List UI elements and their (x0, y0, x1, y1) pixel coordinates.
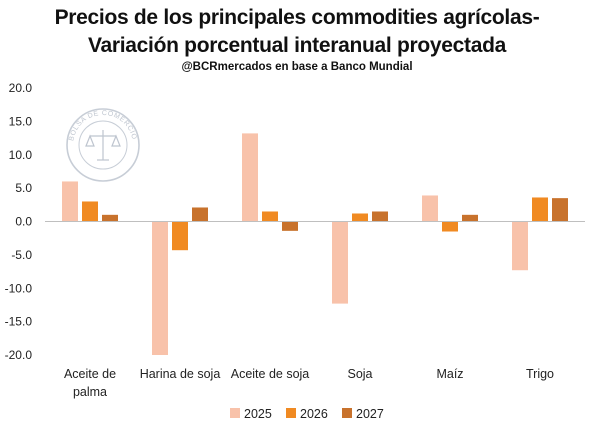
legend-swatch-2026 (286, 408, 296, 418)
category-label: Trigo (526, 367, 554, 381)
bar-2027 (462, 214, 478, 222)
legend: 2025 2026 2027 (230, 407, 384, 421)
bar-2027 (282, 221, 298, 231)
legend-label-2027: 2027 (356, 407, 384, 421)
bar-2025 (422, 195, 438, 222)
y-tick-label: 20.0 (9, 81, 33, 95)
y-tick-label: 0.0 (15, 215, 32, 229)
scales-icon (85, 130, 121, 161)
legend-swatch-2025 (230, 408, 240, 418)
bar-2026 (442, 221, 458, 232)
chart-title-line-2: Variación porcentual interanual proyecta… (87, 34, 507, 57)
legend-label-2025: 2025 (244, 407, 272, 421)
category-label: palma (73, 385, 107, 399)
y-axis: 20.0 15.0 10.0 5.0 0.0 -5.0 -10.0 -15.0 -20.0 (5, 81, 33, 362)
x-axis-labels: Aceite de palma Harina de soja Aceite de so… (64, 367, 554, 399)
bar-2027 (102, 214, 118, 222)
category-label: Maíz (436, 367, 463, 381)
bar-2027 (552, 198, 568, 222)
bar-2025 (512, 221, 528, 271)
bar-2026 (352, 213, 368, 222)
bar-2026 (172, 221, 188, 251)
bar-2027 (192, 207, 208, 222)
category-label: Harina de soja (140, 367, 221, 381)
bar-2026 (532, 197, 548, 222)
y-tick-label: -5.0 (11, 248, 32, 262)
y-tick-label: -10.0 (5, 281, 33, 295)
bar-2026 (82, 201, 98, 222)
bar-2025 (332, 221, 348, 304)
y-tick-label: 10.0 (9, 148, 33, 162)
bar-2025 (62, 181, 78, 222)
chart-title-line-1: Precios de los principales commodities a… (54, 6, 540, 29)
chart-subtitle: @BCRmercados en base a Banco Mundial (181, 61, 413, 73)
bars-group (62, 133, 568, 355)
y-tick-label: 15.0 (9, 114, 33, 128)
category-label: Aceite de (64, 367, 116, 381)
bar-2027 (372, 211, 388, 222)
y-tick-label: -20.0 (5, 348, 33, 362)
y-tick-label: -15.0 (5, 315, 33, 329)
category-label: Aceite de soja (231, 367, 310, 381)
bar-2026 (262, 211, 278, 222)
bar-2025 (242, 133, 258, 222)
legend-label-2026: 2026 (300, 407, 328, 421)
legend-swatch-2027 (342, 408, 352, 418)
y-tick-label: 5.0 (15, 181, 32, 195)
bar-2025 (152, 221, 168, 355)
category-label: Soja (347, 367, 372, 381)
